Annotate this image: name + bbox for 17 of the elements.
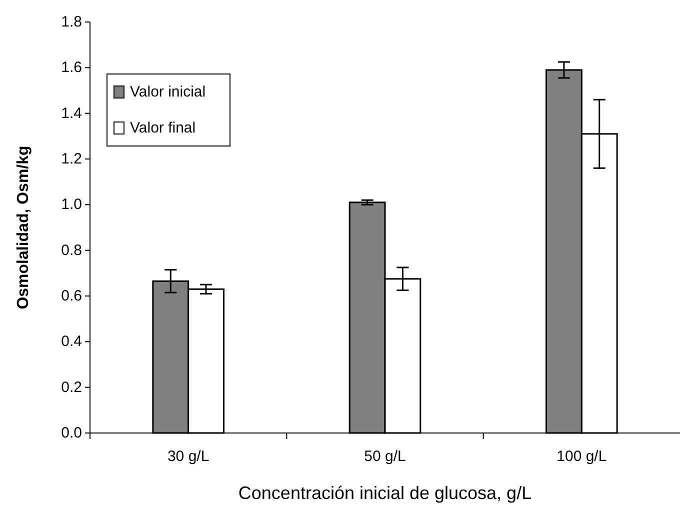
y-tick-label: 1.2 — [61, 150, 82, 168]
x-tick-label: 30 g/L — [167, 448, 210, 465]
y-axis-title: Osmolalidad, Osm/kg — [15, 146, 32, 310]
y-tick-label: 1.0 — [61, 196, 82, 214]
y-tick-label: 1.8 — [61, 14, 82, 30]
y-tick-label: 1.4 — [61, 104, 82, 122]
x-tick-label: 50 g/L — [364, 448, 406, 465]
x-axis-title: Concentración inicial de glucosa, g/L — [238, 483, 532, 503]
y-tick-label: 0.0 — [61, 424, 82, 442]
y-tick-label: 0.6 — [61, 288, 82, 304]
legend-label: Valor final — [130, 120, 196, 136]
y-tick-label: 0.2 — [61, 378, 82, 396]
y-tick-label: 0.4 — [61, 333, 82, 350]
x-tick-label: 100 g/L — [556, 448, 607, 465]
y-tick-label: 1.6 — [61, 59, 82, 76]
legend-label: Valor inicial — [130, 84, 206, 100]
y-tick-label: 0.8 — [61, 242, 82, 259]
